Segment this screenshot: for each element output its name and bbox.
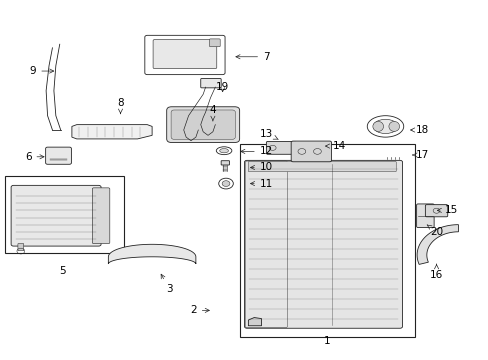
Ellipse shape xyxy=(366,116,403,137)
FancyBboxPatch shape xyxy=(45,147,71,164)
Text: 9: 9 xyxy=(30,66,54,76)
Text: 13: 13 xyxy=(259,129,278,139)
Text: 7: 7 xyxy=(235,52,269,62)
Ellipse shape xyxy=(216,147,231,155)
Polygon shape xyxy=(248,318,261,326)
FancyBboxPatch shape xyxy=(166,107,239,143)
FancyBboxPatch shape xyxy=(11,185,101,246)
FancyBboxPatch shape xyxy=(416,204,433,228)
FancyBboxPatch shape xyxy=(209,39,220,47)
FancyBboxPatch shape xyxy=(92,188,110,244)
Polygon shape xyxy=(72,125,152,139)
Text: 18: 18 xyxy=(410,125,427,135)
Text: 15: 15 xyxy=(436,205,457,215)
FancyBboxPatch shape xyxy=(18,244,24,251)
Text: 17: 17 xyxy=(412,150,427,160)
Text: 2: 2 xyxy=(190,305,209,315)
FancyBboxPatch shape xyxy=(171,110,235,139)
FancyBboxPatch shape xyxy=(144,35,224,75)
Circle shape xyxy=(222,181,229,186)
Text: 19: 19 xyxy=(216,82,229,92)
Text: 8: 8 xyxy=(117,98,123,114)
Text: 6: 6 xyxy=(25,152,44,162)
FancyBboxPatch shape xyxy=(248,161,395,172)
Bar xyxy=(5,176,124,253)
Text: 12: 12 xyxy=(240,147,272,157)
Text: 11: 11 xyxy=(250,179,272,189)
Text: 3: 3 xyxy=(161,274,172,294)
FancyBboxPatch shape xyxy=(425,204,447,217)
Text: 14: 14 xyxy=(325,141,345,151)
Ellipse shape xyxy=(219,149,228,153)
FancyBboxPatch shape xyxy=(244,160,402,328)
FancyBboxPatch shape xyxy=(153,40,216,68)
Text: 5: 5 xyxy=(59,266,65,276)
Polygon shape xyxy=(416,225,458,264)
Circle shape xyxy=(218,178,233,189)
Text: 4: 4 xyxy=(209,105,216,121)
Text: 16: 16 xyxy=(429,264,442,280)
Bar xyxy=(239,144,414,337)
Ellipse shape xyxy=(372,119,397,134)
Ellipse shape xyxy=(388,121,399,131)
Polygon shape xyxy=(108,244,196,264)
FancyBboxPatch shape xyxy=(383,149,405,161)
FancyBboxPatch shape xyxy=(266,141,295,154)
FancyBboxPatch shape xyxy=(221,161,229,165)
Text: 1: 1 xyxy=(323,337,330,346)
Ellipse shape xyxy=(372,121,383,131)
Text: 20: 20 xyxy=(427,225,442,237)
Text: 10: 10 xyxy=(250,162,272,172)
FancyBboxPatch shape xyxy=(290,141,331,162)
FancyBboxPatch shape xyxy=(201,78,221,88)
